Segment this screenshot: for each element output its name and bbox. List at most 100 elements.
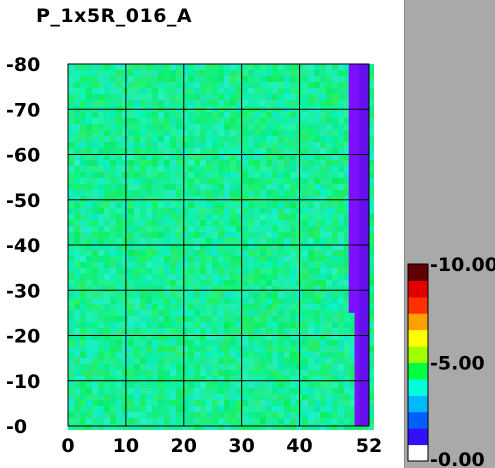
heatmap-cell <box>80 418 86 424</box>
heatmap-cell <box>158 274 164 280</box>
heatmap-cell <box>266 418 272 424</box>
heatmap-cell <box>314 178 320 184</box>
heatmap-cell <box>242 286 248 292</box>
heatmap-cell <box>104 316 110 322</box>
heatmap-cell <box>110 82 116 88</box>
heatmap-cell <box>164 238 170 244</box>
heatmap-cell <box>332 394 338 400</box>
heatmap-cell <box>140 388 146 394</box>
heatmap-cell <box>278 310 284 316</box>
heatmap-cell <box>224 370 230 376</box>
heatmap-cell <box>212 358 218 364</box>
heatmap-cell <box>98 118 104 124</box>
heatmap-cell <box>272 232 278 238</box>
heatmap-cell <box>194 166 200 172</box>
heatmap-cell <box>230 166 236 172</box>
heatmap-cell <box>194 196 200 202</box>
heatmap-cell <box>92 184 98 190</box>
y-axis: -0-10-20-30-40-50-60-70-80 <box>6 54 40 438</box>
heatmap-cell <box>98 322 104 328</box>
heatmap-cell <box>314 322 320 328</box>
heatmap-cell <box>326 94 332 100</box>
heatmap-cell <box>218 364 224 370</box>
heatmap-cell <box>194 352 200 358</box>
heatmap-cell <box>266 352 272 358</box>
heatmap-cell <box>320 238 326 244</box>
heatmap-cell <box>188 388 194 394</box>
heatmap-cell <box>248 208 254 214</box>
heatmap-cell <box>248 142 254 148</box>
heatmap-cell <box>86 166 92 172</box>
heatmap-cell <box>338 142 344 148</box>
heatmap-cell <box>272 214 278 220</box>
heatmap-cell <box>128 364 134 370</box>
heatmap-cell <box>236 238 242 244</box>
heatmap-cell <box>176 148 182 154</box>
heatmap-cell <box>314 244 320 250</box>
heatmap-cell <box>104 262 110 268</box>
heatmap-cell <box>146 94 152 100</box>
heatmap-cell <box>74 352 80 358</box>
heatmap-cell <box>200 376 206 382</box>
heatmap-cell <box>272 70 278 76</box>
heatmap-cell <box>260 94 266 100</box>
heatmap-cell <box>290 244 296 250</box>
heatmap-cell <box>86 376 92 382</box>
heatmap-cell <box>206 172 212 178</box>
heatmap-cell <box>68 292 74 298</box>
heatmap-cell <box>284 244 290 250</box>
heatmap-cell <box>302 376 308 382</box>
heatmap-cell <box>296 388 302 394</box>
heatmap-cell <box>80 316 86 322</box>
heatmap-cell <box>326 280 332 286</box>
heatmap-cell <box>74 292 80 298</box>
heatmap-cell <box>254 400 260 406</box>
heatmap-cell <box>92 190 98 196</box>
heatmap-cell <box>278 322 284 328</box>
heatmap-cell <box>278 208 284 214</box>
heatmap-cell <box>266 304 272 310</box>
heatmap-cell <box>332 382 338 388</box>
heatmap-cell <box>260 118 266 124</box>
heatmap-cell <box>338 346 344 352</box>
heatmap-cell <box>218 376 224 382</box>
heatmap-cell <box>236 244 242 250</box>
heatmap-cell <box>278 340 284 346</box>
heatmap-cell <box>236 112 242 118</box>
heatmap-cell <box>224 268 230 274</box>
heatmap-cell <box>86 406 92 412</box>
heatmap-cell <box>230 358 236 364</box>
heatmap-cell <box>176 100 182 106</box>
heatmap-cell <box>230 124 236 130</box>
heatmap-cell <box>170 88 176 94</box>
heatmap-cell <box>104 370 110 376</box>
heatmap-cell <box>200 400 206 406</box>
heatmap-cell <box>146 226 152 232</box>
heatmap-cell <box>326 382 332 388</box>
heatmap-cell <box>122 352 128 358</box>
heatmap-cell <box>74 250 80 256</box>
heatmap-cell <box>134 346 140 352</box>
heatmap-cell <box>206 64 212 70</box>
heatmap-cell <box>98 382 104 388</box>
heatmap-cell <box>146 382 152 388</box>
heatmap-cell <box>176 214 182 220</box>
heatmap-cell <box>122 220 128 226</box>
heatmap-cell <box>206 412 212 418</box>
heatmap-cell <box>236 274 242 280</box>
heatmap-cell <box>80 130 86 136</box>
heatmap-cell <box>98 154 104 160</box>
heatmap-cell <box>176 160 182 166</box>
heatmap-cell <box>104 250 110 256</box>
heatmap-cell <box>128 274 134 280</box>
heatmap-cell <box>200 124 206 130</box>
heatmap-cell <box>80 112 86 118</box>
heatmap-cell <box>272 340 278 346</box>
heatmap-cell <box>194 256 200 262</box>
heatmap-cell <box>326 262 332 268</box>
heatmap-cell <box>104 202 110 208</box>
heatmap-cell <box>224 94 230 100</box>
heatmap-cell <box>92 70 98 76</box>
heatmap-cell <box>86 130 92 136</box>
heatmap-cell <box>98 136 104 142</box>
